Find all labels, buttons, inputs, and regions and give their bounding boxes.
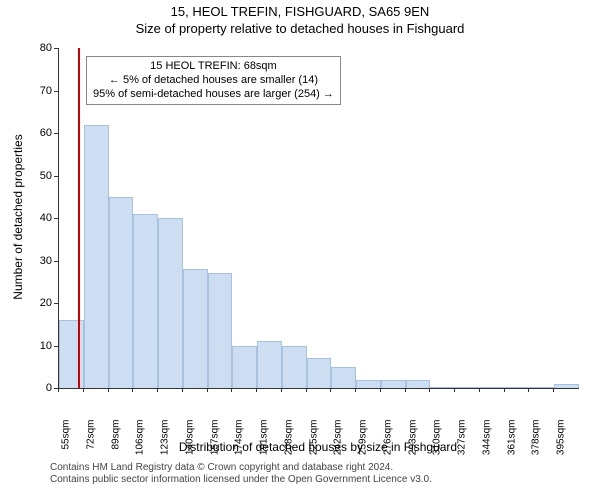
- x-tick-label: 361sqm: [506, 420, 517, 468]
- x-tick-label: 259sqm: [358, 420, 369, 468]
- x-tick-label: 293sqm: [407, 420, 418, 468]
- y-tick-mark: [54, 48, 58, 49]
- x-tick-label: 191sqm: [259, 420, 270, 468]
- y-tick-mark: [54, 346, 58, 347]
- annotation-line-3: 95% of semi-detached houses are larger (…: [93, 88, 334, 102]
- x-tick-mark: [429, 388, 430, 392]
- x-tick-mark: [182, 388, 183, 392]
- histogram-bar: [59, 320, 84, 388]
- x-tick-label: 344sqm: [481, 420, 492, 468]
- histogram-bar: [406, 380, 431, 389]
- x-tick-mark: [504, 388, 505, 392]
- x-tick-label: 106sqm: [135, 420, 146, 468]
- y-tick-mark: [54, 176, 58, 177]
- y-axis-label: Number of detached properties: [11, 97, 25, 337]
- histogram-bar: [183, 269, 208, 388]
- x-tick-mark: [380, 388, 381, 392]
- property-marker-line: [78, 48, 80, 388]
- y-tick-label: 0: [28, 382, 52, 394]
- x-tick-mark: [108, 388, 109, 392]
- chart-title: Size of property relative to detached ho…: [0, 19, 600, 36]
- histogram-bar: [430, 387, 455, 388]
- x-tick-label: 123sqm: [160, 420, 171, 468]
- y-tick-label: 10: [28, 340, 52, 352]
- x-tick-label: 225sqm: [308, 420, 319, 468]
- x-tick-label: 310sqm: [432, 420, 443, 468]
- x-tick-mark: [479, 388, 480, 392]
- histogram-bar: [109, 197, 134, 388]
- x-tick-label: 174sqm: [234, 420, 245, 468]
- y-tick-mark: [54, 133, 58, 134]
- x-tick-label: 276sqm: [382, 420, 393, 468]
- x-tick-label: 55sqm: [61, 420, 72, 468]
- histogram-bar: [455, 387, 480, 388]
- y-tick-mark: [54, 261, 58, 262]
- x-tick-mark: [355, 388, 356, 392]
- y-tick-label: 30: [28, 255, 52, 267]
- histogram-bar: [381, 380, 406, 389]
- histogram-bar: [331, 367, 356, 388]
- x-tick-mark: [256, 388, 257, 392]
- x-tick-label: 89sqm: [110, 420, 121, 468]
- y-tick-label: 40: [28, 212, 52, 224]
- histogram-bar: [133, 214, 158, 388]
- y-tick-label: 70: [28, 85, 52, 97]
- x-tick-label: 157sqm: [209, 420, 220, 468]
- histogram-bar: [257, 341, 282, 388]
- annotation-line-1: 15 HEOL TREFIN: 68sqm: [93, 60, 334, 74]
- x-tick-mark: [281, 388, 282, 392]
- histogram-bar: [480, 387, 505, 388]
- x-tick-mark: [306, 388, 307, 392]
- x-tick-mark: [231, 388, 232, 392]
- address-title: 15, HEOL TREFIN, FISHGUARD, SA65 9EN: [0, 0, 600, 19]
- x-tick-mark: [553, 388, 554, 392]
- x-tick-mark: [132, 388, 133, 392]
- histogram-bar: [232, 346, 257, 389]
- y-tick-mark: [54, 303, 58, 304]
- histogram-bar: [208, 273, 233, 388]
- y-tick-label: 50: [28, 170, 52, 182]
- annotation-box: 15 HEOL TREFIN: 68sqm← 5% of detached ho…: [86, 56, 341, 105]
- histogram-bar: [505, 387, 530, 388]
- x-tick-label: 140sqm: [184, 420, 195, 468]
- x-tick-mark: [58, 388, 59, 392]
- x-tick-label: 395sqm: [556, 420, 567, 468]
- histogram-bar: [84, 125, 109, 389]
- x-tick-label: 208sqm: [283, 420, 294, 468]
- x-tick-mark: [83, 388, 84, 392]
- x-tick-mark: [157, 388, 158, 392]
- histogram-bar: [158, 218, 183, 388]
- x-tick-mark: [528, 388, 529, 392]
- x-tick-mark: [405, 388, 406, 392]
- footer-copyright-2: Contains public sector information licen…: [50, 474, 432, 485]
- histogram-bar: [356, 380, 381, 389]
- histogram-bar: [307, 358, 332, 388]
- x-tick-mark: [454, 388, 455, 392]
- histogram-bar: [529, 387, 554, 388]
- y-tick-label: 80: [28, 42, 52, 54]
- histogram-bar: [282, 346, 307, 389]
- y-tick-mark: [54, 91, 58, 92]
- annotation-line-2: ← 5% of detached houses are smaller (14): [93, 74, 334, 88]
- x-tick-label: 378sqm: [531, 420, 542, 468]
- x-tick-label: 327sqm: [457, 420, 468, 468]
- histogram-bar: [554, 384, 579, 388]
- x-tick-label: 242sqm: [333, 420, 344, 468]
- x-tick-label: 72sqm: [85, 420, 96, 468]
- x-tick-mark: [207, 388, 208, 392]
- x-tick-mark: [330, 388, 331, 392]
- chart-container: 15, HEOL TREFIN, FISHGUARD, SA65 9EN Siz…: [0, 0, 600, 500]
- y-tick-mark: [54, 218, 58, 219]
- y-tick-label: 60: [28, 127, 52, 139]
- y-tick-label: 20: [28, 297, 52, 309]
